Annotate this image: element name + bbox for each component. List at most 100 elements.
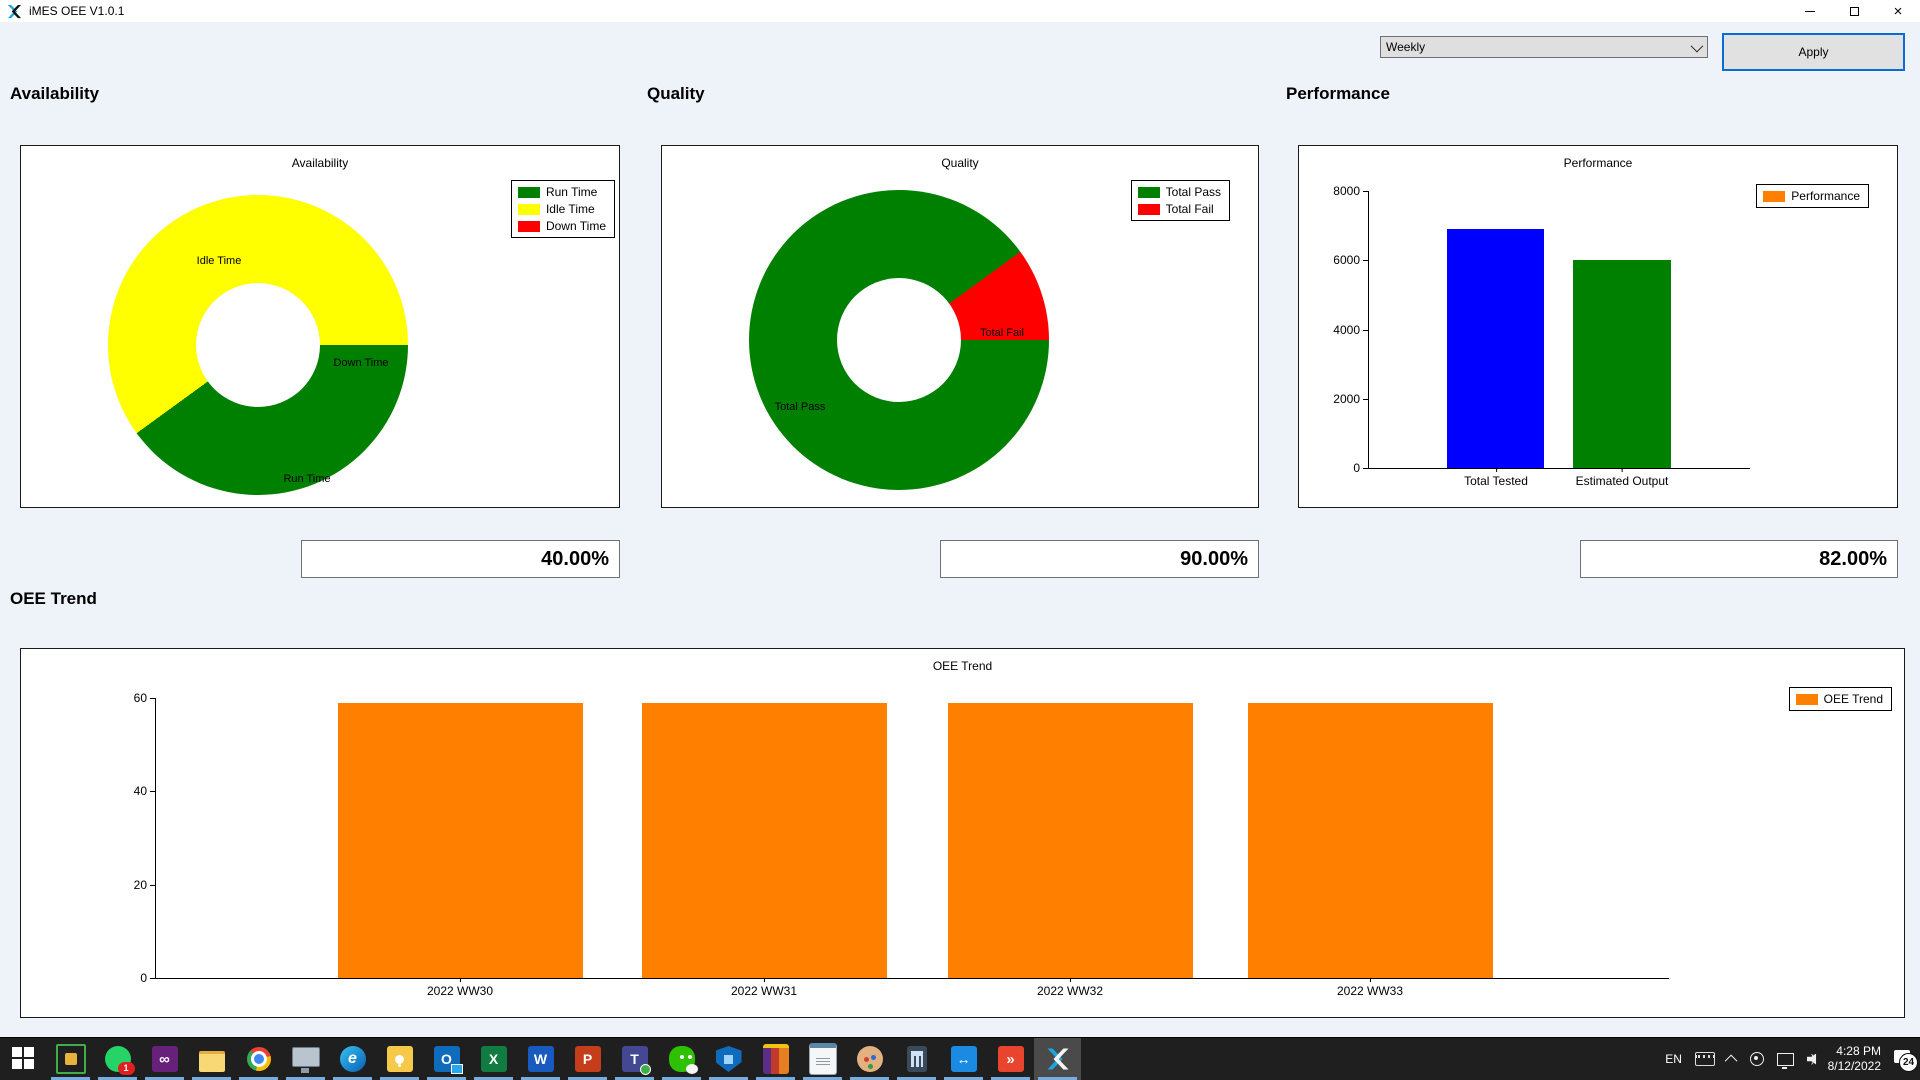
run-time-slice-label: Run Time	[283, 473, 331, 485]
notification-center-icon[interactable]: 24	[1894, 1050, 1918, 1072]
running-app-indicator	[897, 1077, 936, 1080]
taskbar-icon-teams[interactable]: T	[611, 1038, 658, 1080]
y-tick: 6000	[1333, 253, 1368, 267]
bar-estimated-output	[1447, 229, 1544, 468]
oee-trend-swatch	[1795, 693, 1818, 705]
quality-chart-title: Quality	[941, 156, 979, 170]
legend-label: Idle Time	[545, 202, 595, 216]
whatsapp-icon: 1	[104, 1046, 135, 1075]
bar-total-tested	[1573, 260, 1671, 468]
oee-trend-chart-panel: OEE Trend OEE Trend 60 40 20 0 2022 WW30…	[20, 648, 1905, 1018]
keyboard-icon[interactable]	[1694, 1052, 1715, 1066]
running-app-indicator	[709, 1077, 748, 1080]
running-app-indicator	[521, 1077, 560, 1080]
quality-percent-value: 90.00%	[1180, 547, 1248, 570]
restore-icon	[1849, 6, 1859, 16]
legend-label: Run Time	[545, 185, 598, 199]
taskbar-icon-teamviewer[interactable]: ↔	[940, 1038, 987, 1080]
running-app-indicator	[756, 1077, 795, 1080]
y-tick: 60	[133, 691, 156, 705]
clock-date: 8/12/2022	[1827, 1059, 1881, 1073]
performance-chart-title: Performance	[1563, 156, 1633, 170]
legend-label: Total Pass	[1165, 185, 1221, 199]
availability-heading: Availability	[10, 84, 100, 103]
bar-2022-ww30	[1248, 702, 1493, 978]
taskbar-icon-capture-tool[interactable]	[47, 1038, 94, 1080]
taskbar-icon-wechat[interactable]	[658, 1038, 705, 1080]
availability-chart-title: Availability	[291, 156, 349, 170]
performance-legend: Performance	[1756, 184, 1869, 208]
apply-button[interactable]: Apply	[1722, 33, 1905, 71]
remote-desktop-icon	[291, 1047, 320, 1073]
taskbar-icon-imes-oee[interactable]	[1034, 1038, 1081, 1080]
taskbar-icon-notepad[interactable]	[799, 1038, 846, 1080]
language-indicator[interactable]: EN	[1665, 1052, 1682, 1066]
period-dropdown[interactable]: Weekly	[1380, 36, 1708, 58]
title-bar: iMES OEE V1.0.1 ×	[0, 0, 1920, 22]
taskbar-icon-windows-security[interactable]	[705, 1038, 752, 1080]
tray-chevron-up-icon[interactable]	[1724, 1054, 1738, 1067]
speaker-icon[interactable]: )	[1806, 1053, 1817, 1065]
x-label-ww33: 2022 WW33	[1336, 978, 1404, 998]
restore-button[interactable]	[1832, 0, 1876, 22]
availability-donut: Idle Time Run Time Down Time	[108, 195, 408, 495]
taskbar-icon-calculator[interactable]	[893, 1038, 940, 1080]
taskbar-icon-powerpoint[interactable]: P	[564, 1038, 611, 1080]
x-label-ww31: 2022 WW31	[730, 978, 798, 998]
file-explorer-icon	[198, 1051, 225, 1072]
quality-chart-panel: Quality Total Pass Total Fail Total Pass…	[661, 145, 1259, 508]
close-button[interactable]: ×	[1876, 0, 1920, 22]
apply-button-label: Apply	[1798, 45, 1829, 59]
sticky-notes-icon	[386, 1046, 413, 1072]
running-app-indicator	[850, 1077, 889, 1080]
visual-studio-icon: ∞	[151, 1046, 178, 1072]
legend-label: Down Time	[545, 219, 606, 233]
taskbar-icon-whatsapp[interactable]: 1	[94, 1038, 141, 1080]
taskbar-icon-quicker[interactable]: »	[987, 1038, 1034, 1080]
run-time-swatch	[517, 186, 540, 198]
period-dropdown-value: Weekly	[1386, 40, 1426, 54]
availability-percent-box: 40.00%	[301, 540, 620, 578]
taskbar-icon-word[interactable]: W	[517, 1038, 564, 1080]
outlook-icon: O	[433, 1046, 463, 1074]
app-logo-icon	[7, 4, 22, 18]
taskbar-icon-paint[interactable]	[846, 1038, 893, 1080]
x-label-total-tested: Total Tested	[1464, 468, 1528, 488]
chrome-icon	[246, 1047, 271, 1071]
y-tick: 8000	[1333, 184, 1368, 198]
wechat-icon	[668, 1046, 698, 1074]
taskbar-icon-visual-studio[interactable]: ∞	[141, 1038, 188, 1080]
x-label-ww30: 2022 WW30	[426, 978, 494, 998]
network-icon[interactable]	[1776, 1052, 1794, 1069]
whatsapp-notification-badge: 1	[117, 1062, 135, 1075]
taskbar-icon-start[interactable]	[0, 1038, 47, 1080]
taskbar-icon-winrar[interactable]	[752, 1038, 799, 1080]
total-fail-slice-label: Total Fail	[979, 327, 1025, 339]
taskbar-icon-sticky-notes[interactable]	[376, 1038, 423, 1080]
minimize-button[interactable]	[1788, 0, 1832, 22]
legend-label: Total Fail	[1165, 202, 1214, 216]
taskbar-icon-file-explorer[interactable]	[188, 1038, 235, 1080]
start-icon	[10, 1046, 37, 1072]
clock[interactable]: 4:28 PM 8/12/2022	[1828, 1044, 1881, 1074]
taskbar-icon-chrome[interactable]	[235, 1038, 282, 1080]
availability-chart-panel: Availability Run Time Idle Time Down Tim…	[20, 145, 620, 508]
notification-count-badge: 24	[1899, 1053, 1918, 1072]
camera-icon[interactable]	[1749, 1052, 1764, 1066]
running-app-indicator	[239, 1077, 278, 1080]
taskbar-icon-remote-desktop[interactable]	[282, 1038, 329, 1080]
idle-time-swatch	[517, 203, 540, 215]
clock-time: 4:28 PM	[1836, 1044, 1881, 1058]
teams-icon: T	[621, 1046, 651, 1075]
taskbar-icon-outlook[interactable]: O	[423, 1038, 470, 1080]
running-app-indicator	[98, 1077, 137, 1080]
availability-legend: Run Time Idle Time Down Time	[510, 180, 615, 238]
running-app-indicator	[427, 1077, 466, 1080]
y-tick: 0	[1353, 461, 1368, 475]
running-app-indicator	[615, 1077, 654, 1080]
running-app-indicator	[568, 1077, 607, 1080]
performance-heading: Performance	[1286, 84, 1390, 103]
taskbar-icon-edge[interactable]: e	[329, 1038, 376, 1080]
taskbar-icon-excel[interactable]: X	[470, 1038, 517, 1080]
